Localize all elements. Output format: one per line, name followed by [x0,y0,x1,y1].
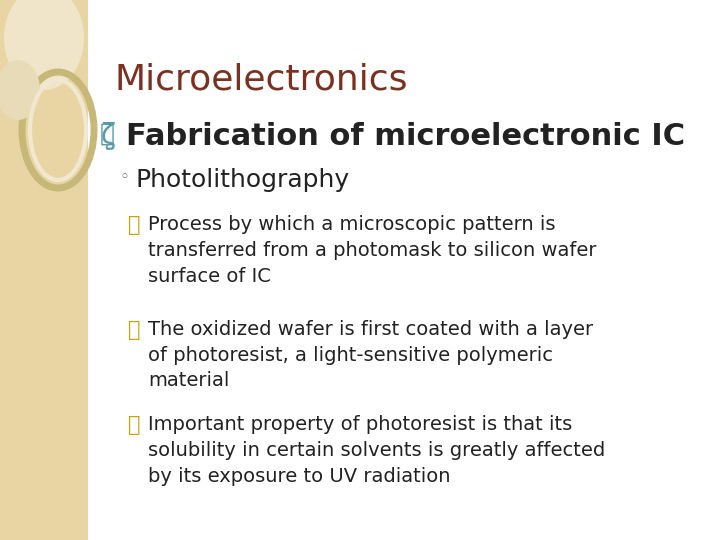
Text: Important property of photoresist is that its
solubility in certain solvents is : Important property of photoresist is tha… [148,415,606,485]
Text: ➿: ➿ [128,320,140,340]
Text: The oxidized wafer is first coated with a layer
of photoresist, a light-sensitiv: The oxidized wafer is first coated with … [148,320,593,390]
Text: ➿: ➿ [128,215,140,235]
Ellipse shape [4,0,84,90]
Text: Fabrication of microelectronic IC: Fabrication of microelectronic IC [126,122,685,151]
Text: ζ̨: ζ̨ [100,122,115,150]
Text: ➿: ➿ [100,122,115,146]
Text: ➿: ➿ [128,415,140,435]
Ellipse shape [0,60,40,120]
Text: Microelectronics: Microelectronics [115,62,408,96]
Text: ◦: ◦ [120,168,130,186]
Text: Process by which a microscopic pattern is
transferred from a photomask to silico: Process by which a microscopic pattern i… [148,215,596,286]
Text: Photolithography: Photolithography [136,168,350,192]
Bar [0,0,88,540]
